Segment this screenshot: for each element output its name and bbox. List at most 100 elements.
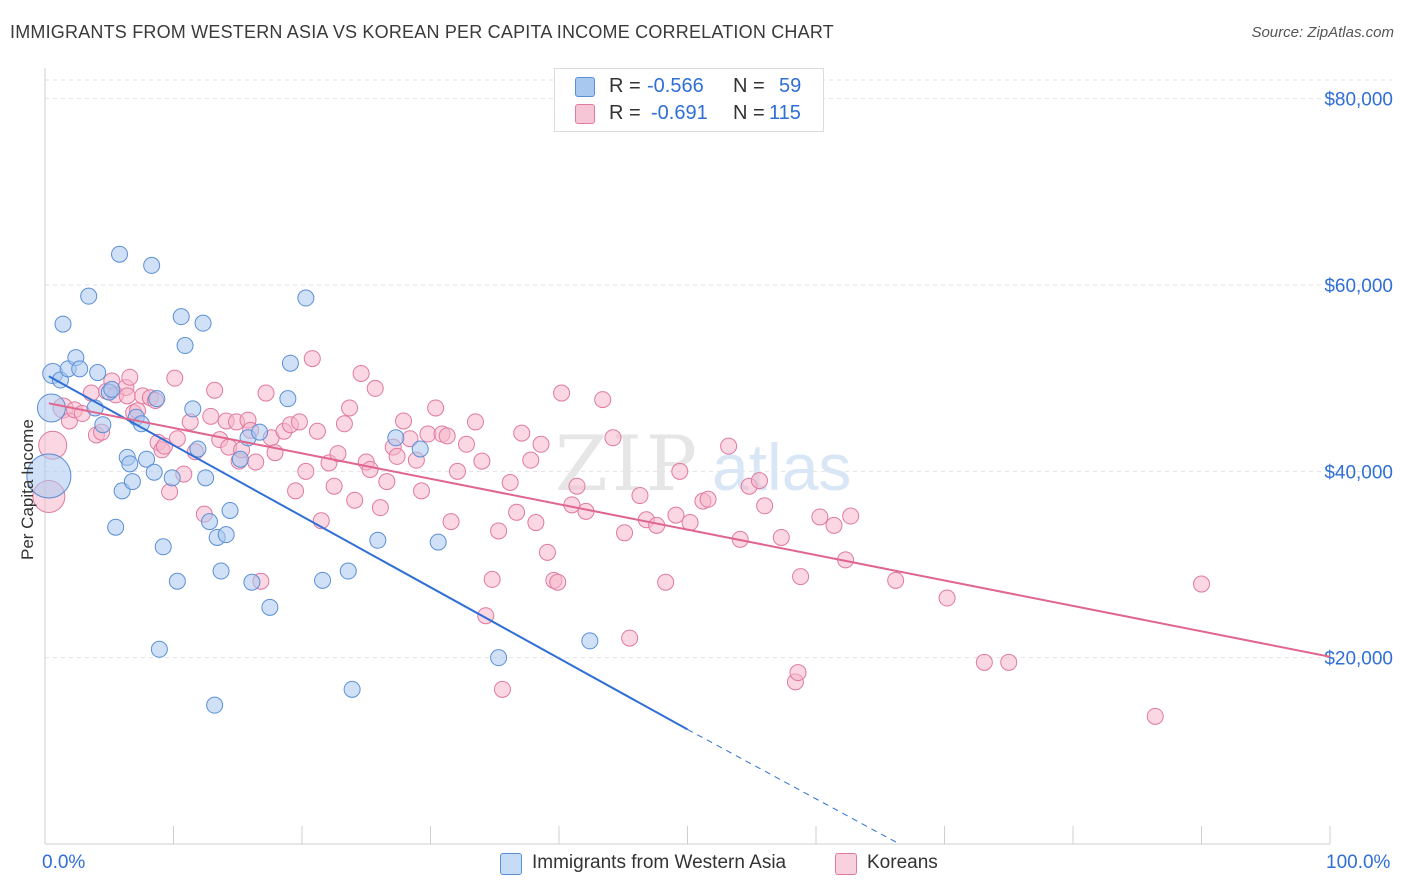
western-asia-point: [339, 562, 357, 580]
korean-point: [329, 445, 347, 463]
western-asia-point: [54, 315, 72, 333]
korean-point: [527, 514, 545, 532]
korean-point: [121, 368, 139, 386]
western-asia-trend-extension: [687, 728, 900, 845]
western-asia-point: [387, 429, 405, 447]
western-asia-point: [123, 473, 141, 491]
western-asia-point: [121, 455, 139, 473]
western-asia-point: [163, 469, 181, 487]
korean-point: [290, 413, 308, 431]
korean-point: [303, 350, 321, 368]
western-asia-point: [369, 531, 387, 549]
korean-point: [346, 491, 364, 509]
western-asia-point: [314, 571, 332, 589]
western-asia-point: [251, 423, 269, 441]
korean-point: [604, 429, 622, 447]
korean-point: [361, 460, 379, 478]
korean-trend-line: [48, 402, 1331, 658]
korean-point: [1146, 707, 1164, 725]
western-asia-point: [172, 308, 190, 326]
korean-point: [352, 364, 370, 382]
korean-point: [720, 437, 738, 455]
r-label: R =: [609, 102, 641, 124]
korean-point: [750, 472, 768, 490]
western-asia-point: [71, 360, 89, 378]
korean-point: [657, 573, 675, 591]
legend-label: Koreans: [867, 852, 938, 873]
korean-point: [438, 427, 456, 445]
korean-point: [699, 490, 717, 508]
korean-point: [366, 379, 384, 397]
korean-point: [1000, 653, 1018, 671]
n-label: N =: [733, 102, 765, 124]
western-asia-point: [231, 450, 249, 468]
western-asia-point: [176, 337, 194, 355]
n-value: 59: [779, 75, 802, 97]
y-tick-labels: $20,000 $40,000 $60,000 $80,000: [1324, 90, 1393, 670]
western-asia-point: [217, 526, 235, 544]
korean-point: [388, 447, 406, 465]
korean-point: [341, 399, 359, 417]
y-axis-title: Per Capita Income: [18, 419, 37, 560]
korean-point: [887, 571, 905, 589]
western-asia-point: [168, 572, 186, 590]
western-asia-point: [243, 573, 261, 591]
korean-point: [419, 425, 437, 443]
western-asia-point: [138, 450, 156, 468]
korean-point: [532, 435, 550, 453]
korean-point: [621, 629, 639, 647]
watermark: ZIP atlas: [555, 419, 851, 508]
n-value: 115: [769, 102, 801, 124]
western-asia-point: [80, 287, 98, 305]
western-asia-point: [411, 440, 429, 458]
western-asia-point: [281, 354, 299, 372]
korean-point: [594, 391, 612, 409]
korean-point: [538, 543, 556, 561]
western-asia-point: [107, 518, 125, 536]
korean-point: [466, 413, 484, 431]
western-asia-point: [143, 256, 161, 274]
korean-point: [501, 473, 519, 491]
chart-title: IMMIGRANTS FROM WESTERN ASIA VS KOREAN P…: [10, 22, 834, 42]
korean-point: [553, 384, 571, 402]
korean-point: [442, 513, 460, 531]
korean-point: [789, 664, 807, 682]
western-asia-point: [206, 696, 224, 714]
r-label: R =: [609, 75, 641, 97]
gridlines: [45, 79, 1392, 659]
korean-point: [166, 369, 184, 387]
western-asia-point: [279, 390, 297, 408]
western-asia-points: [26, 245, 599, 714]
pink-swatch: [835, 853, 857, 875]
western-asia-point: [184, 400, 202, 418]
korean-point: [448, 462, 466, 480]
korean-point: [568, 477, 586, 495]
korean-point: [493, 680, 511, 698]
korean-point: [335, 415, 353, 433]
western-asia-point: [261, 598, 279, 616]
trend-lines: [48, 375, 1331, 845]
x-axis-max-label: 100.0%: [1326, 852, 1391, 873]
korean-point: [483, 570, 501, 588]
r-value: -0.566: [647, 75, 704, 97]
korean-point: [616, 524, 634, 542]
western-asia-point: [581, 632, 599, 650]
korean-point: [206, 381, 224, 399]
korean-point: [975, 653, 993, 671]
source-label: Source: ZipAtlas.com: [1251, 24, 1394, 41]
korean-point: [825, 516, 843, 534]
korean-point: [1193, 575, 1210, 593]
korean-point: [325, 477, 343, 495]
korean-point: [247, 453, 265, 471]
western-asia-point: [189, 440, 207, 458]
korean-point: [508, 503, 526, 521]
western-asia-point: [297, 289, 315, 307]
y-tick-label: $60,000: [1324, 276, 1393, 297]
western-asia-point: [154, 538, 172, 556]
korean-point: [792, 568, 810, 586]
blue-swatch: [500, 853, 522, 875]
korean-point: [522, 451, 540, 469]
western-asia-point: [221, 501, 239, 519]
korean-point: [257, 384, 275, 402]
